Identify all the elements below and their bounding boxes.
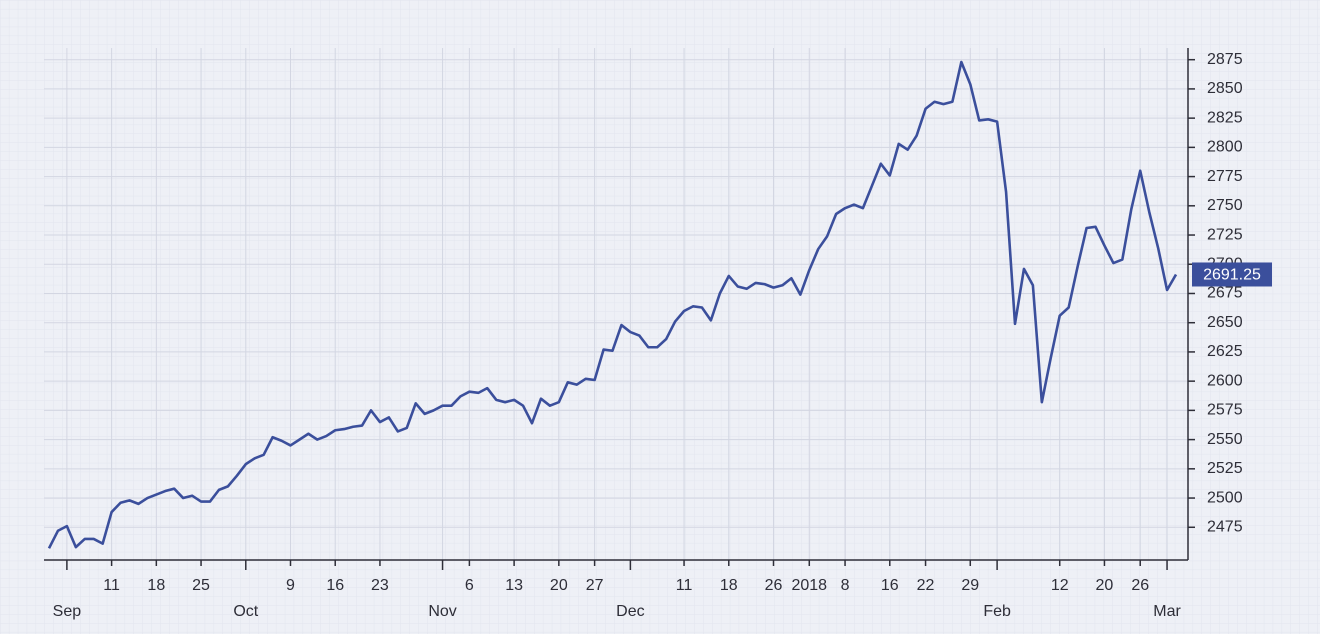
y-tick-label: 2725 <box>1207 226 1243 243</box>
x-tick-label: 9 <box>286 577 295 594</box>
x-tick-label: 6 <box>465 577 474 594</box>
y-tick-label: 2675 <box>1207 285 1243 302</box>
x-tick-label: 11 <box>103 577 120 594</box>
x-tick-label: 26 <box>765 577 783 594</box>
x-tick-label: 22 <box>917 577 935 594</box>
x-tick-label: 8 <box>841 577 850 594</box>
x-tick-label: 29 <box>961 577 979 594</box>
x-tick-label: 26 <box>1131 577 1149 594</box>
last-value-tag <box>1192 262 1272 287</box>
y-tick-label: 2600 <box>1207 372 1243 389</box>
plot <box>47 60 1178 549</box>
x-tick-label: 16 <box>326 577 344 594</box>
x-tick-label: 25 <box>192 577 210 594</box>
y-tick-label: 2750 <box>1207 197 1243 214</box>
y-tick-label: 2875 <box>1207 51 1243 68</box>
x-tick-label: 27 <box>586 577 604 594</box>
y-tick-label: 2625 <box>1207 343 1243 360</box>
y-tick-label: 2800 <box>1207 139 1243 156</box>
y-tick-label: 2500 <box>1207 489 1243 506</box>
grid <box>44 48 1188 560</box>
y-tick-label: 2575 <box>1207 402 1243 419</box>
y-tick-label: 2775 <box>1207 168 1243 185</box>
x-tick-label: 2018 <box>791 577 827 594</box>
y-tick-label: 2650 <box>1207 314 1243 331</box>
x-tick-label: 18 <box>147 577 165 594</box>
x-month-label: Mar <box>1153 603 1181 620</box>
x-tick-label: 20 <box>1096 577 1114 594</box>
line <box>47 60 1178 549</box>
x-month-label: Feb <box>983 603 1011 620</box>
x-tick-label: 23 <box>371 577 389 594</box>
x-tick-label: 11 <box>676 577 693 594</box>
x-month-label: Dec <box>616 603 644 620</box>
x-tick-label: 13 <box>505 577 523 594</box>
x-tick-label: 12 <box>1051 577 1069 594</box>
last-value-label: 2691.25 <box>1203 267 1261 284</box>
y-tick-label: 2475 <box>1207 518 1243 535</box>
y-tick-label: 2825 <box>1207 109 1243 126</box>
x-tick-label: 20 <box>550 577 568 594</box>
x-tick-label: 18 <box>720 577 738 594</box>
y-tick-label: 2550 <box>1207 431 1243 448</box>
x-month-label: Nov <box>428 603 456 620</box>
y-tick-label: 2525 <box>1207 460 1243 477</box>
x-month-label: Sep <box>53 603 82 620</box>
y-tick-label: 2850 <box>1207 80 1243 97</box>
x-month-label: Oct <box>233 603 258 620</box>
x-tick-label: 16 <box>881 577 899 594</box>
